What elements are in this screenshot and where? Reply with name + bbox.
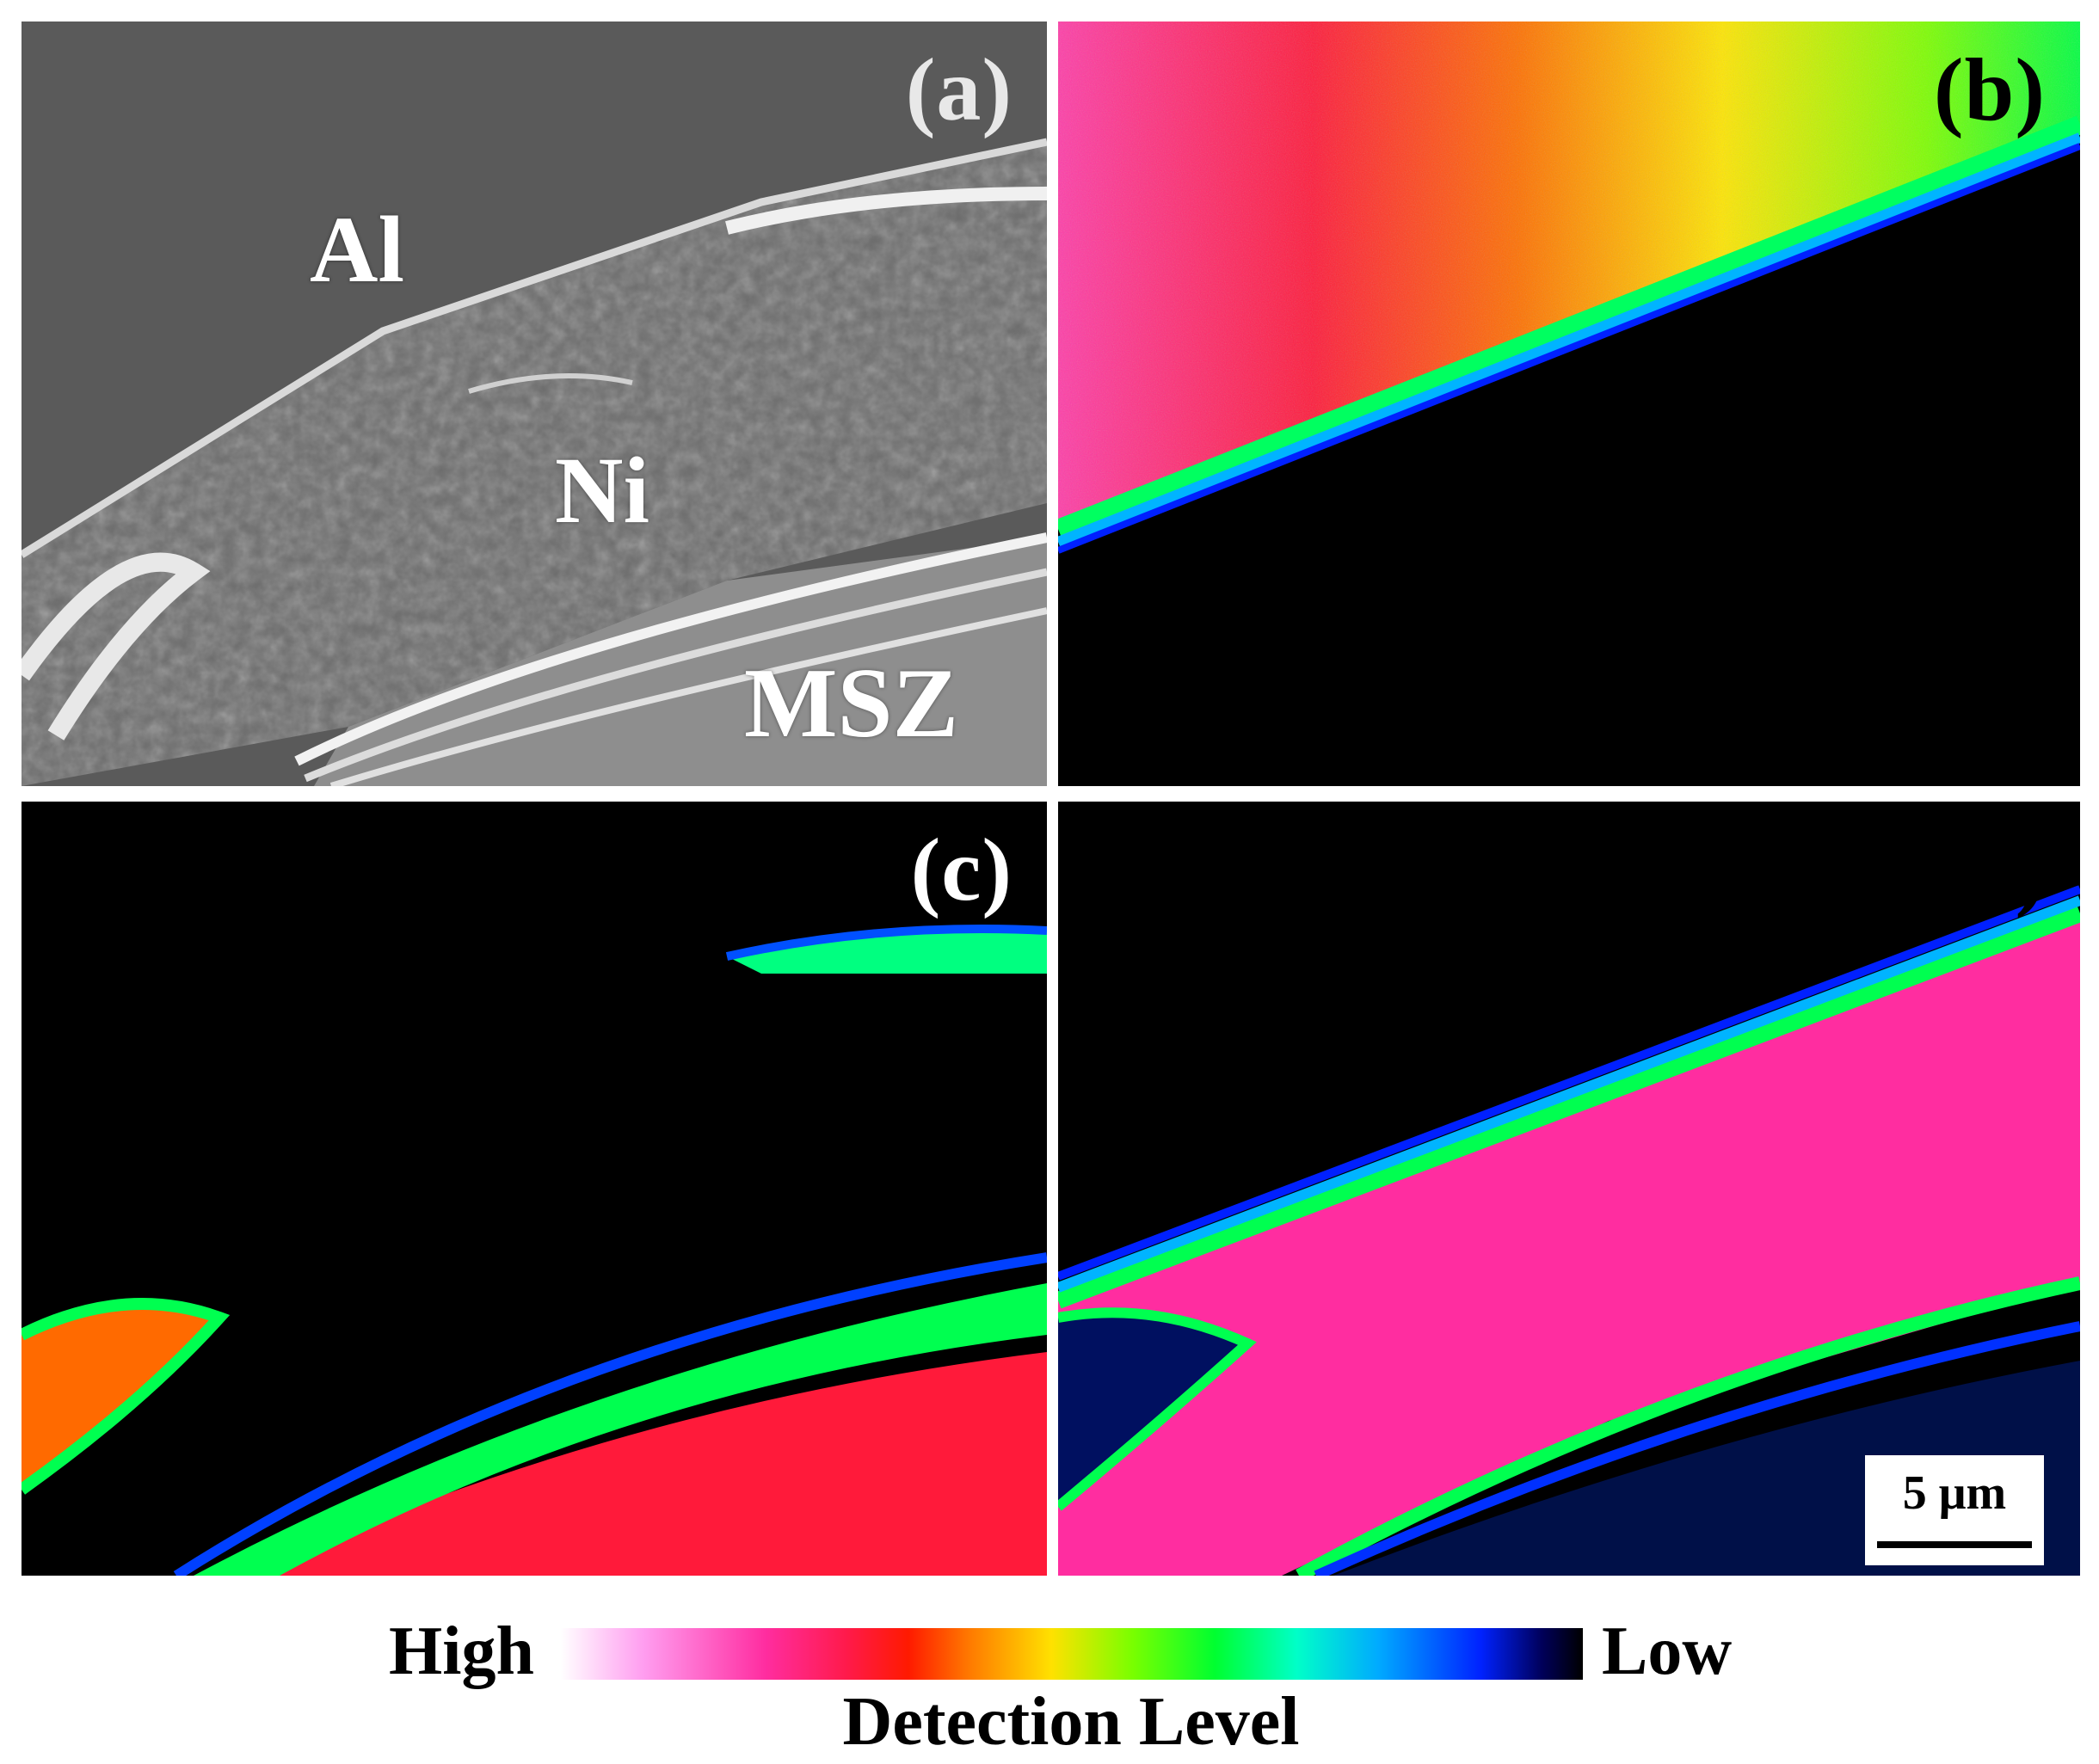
element-map-b: (b) [1058, 22, 2080, 786]
sem-image-panel: (a) Al Ni MSZ [22, 22, 1047, 786]
scale-bar-label: 5 μm [1902, 1466, 2007, 1520]
panel-label-a: (a) [905, 40, 1013, 139]
map-c-image [22, 802, 1047, 1576]
region-label-msz: MSZ [744, 648, 959, 758]
region-label-ni: Ni [555, 438, 649, 543]
panel-label-c: (c) [910, 821, 1013, 919]
legend-high-label: High [389, 1613, 534, 1689]
element-map-d: (d) 5 μm [1058, 802, 2080, 1576]
panel-label-b: (b) [1933, 40, 2046, 139]
sem-micrograph [22, 22, 1047, 786]
element-map-c: (c) [22, 802, 1047, 1576]
scale-bar: 5 μm [1865, 1455, 2044, 1565]
region-label-al: Al [310, 197, 404, 302]
scale-bar-line [1877, 1541, 2032, 1548]
map-b-image [1058, 22, 2080, 786]
detection-level-colorbar [561, 1628, 1583, 1680]
legend-low-label: Low [1602, 1613, 1733, 1689]
legend-caption: Detection Level [842, 1684, 1300, 1760]
panel-label-d: (d) [1933, 821, 2046, 919]
map-d-image [1058, 802, 2080, 1576]
